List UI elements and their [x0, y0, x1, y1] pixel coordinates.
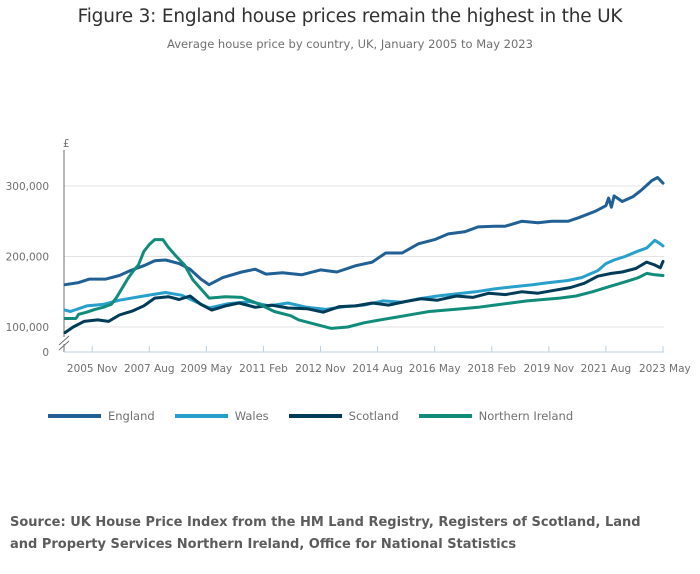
x-tick-label: 2023 May — [639, 363, 691, 375]
legend-label: Wales — [234, 409, 269, 423]
chart-legend: England Wales Scotland Northern Ireland — [48, 409, 593, 423]
x-tick-label: 2005 Nov — [67, 363, 118, 375]
x-tick-label: 2019 Nov — [524, 363, 575, 375]
series-line-northern-ireland — [63, 238, 665, 330]
series-line-wales — [63, 238, 665, 313]
legend-label: Northern Ireland — [478, 409, 574, 423]
legend-item-england: England — [48, 409, 155, 423]
axis-break-mark — [58, 340, 70, 351]
line-chart: 0 100,000 200,000 300,000 £2005 Nov 2007 Aug 2… — [6, 138, 691, 375]
chart-subtitle: Average house price by country, UK, Janu… — [167, 37, 533, 51]
x-tick-label: 2018 Feb — [467, 363, 516, 375]
legend-label: England — [108, 409, 155, 423]
legend-label: Scotland — [348, 409, 399, 423]
y-tick-label: 100,000 — [6, 322, 49, 334]
series-lines — [63, 176, 665, 335]
x-tick-label: 2021 Aug — [581, 363, 632, 375]
y-tick-label: 0 — [42, 347, 49, 359]
x-tick-label: 2012 Nov — [295, 363, 346, 375]
y-tick-label: 200,000 — [6, 252, 49, 264]
legend-swatch — [48, 414, 101, 418]
series-line-scotland — [63, 259, 665, 335]
x-tick-label: 2014 Aug — [352, 363, 403, 375]
legend-swatch — [418, 414, 472, 418]
y-axis-unit-label: £ — [63, 138, 70, 150]
x-tick-label: 2007 Aug — [124, 363, 175, 375]
legend-swatch — [288, 414, 342, 418]
gridlines — [64, 185, 664, 328]
legend-item-scotland: Scotland — [288, 409, 399, 423]
x-tick-label: 2016 May — [409, 363, 461, 375]
legend-item-northern-ireland: Northern Ireland — [418, 409, 574, 423]
axis-break-mark — [58, 335, 70, 346]
series-line-england — [63, 176, 665, 287]
axes: 0 100,000 200,000 300,000 £2005 Nov 2007 Aug 2… — [6, 138, 691, 375]
source-note: Source: UK House Price Index from the HM… — [10, 515, 641, 552]
x-tick-label: 2009 May — [180, 363, 232, 375]
legend-item-wales: Wales — [174, 409, 269, 423]
y-tick-label: 300,000 — [6, 181, 49, 193]
chart-title: Figure 3: England house prices remain th… — [77, 6, 623, 27]
legend-swatch — [174, 414, 228, 418]
x-tick-label: 2011 Feb — [239, 363, 288, 375]
